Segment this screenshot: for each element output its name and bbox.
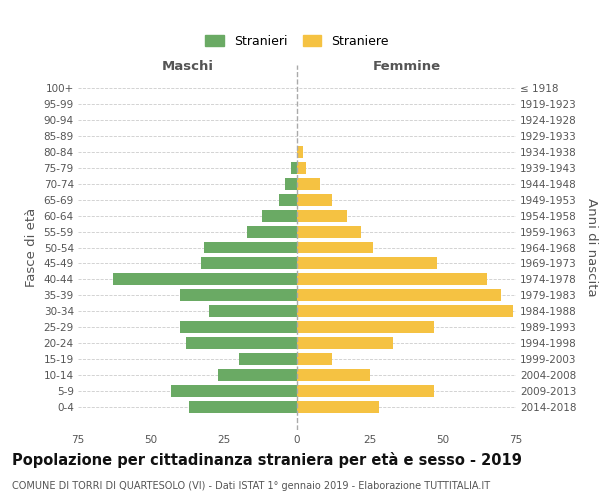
Bar	[297, 386, 434, 398]
Bar	[180, 290, 297, 302]
Bar	[209, 306, 297, 318]
Y-axis label: Anni di nascita: Anni di nascita	[585, 198, 598, 297]
Text: Popolazione per cittadinanza straniera per età e sesso - 2019: Popolazione per cittadinanza straniera p…	[12, 452, 522, 468]
Bar	[297, 370, 370, 382]
Bar	[297, 162, 306, 173]
Bar	[218, 370, 297, 382]
Bar	[291, 162, 297, 173]
Bar	[297, 354, 332, 366]
Bar	[297, 178, 320, 190]
Bar	[297, 210, 347, 222]
Bar	[297, 242, 373, 254]
Bar	[172, 386, 297, 398]
Bar	[186, 338, 297, 349]
Bar	[297, 258, 437, 270]
Text: COMUNE DI TORRI DI QUARTESOLO (VI) - Dati ISTAT 1° gennaio 2019 - Elaborazione T: COMUNE DI TORRI DI QUARTESOLO (VI) - Dat…	[12, 481, 490, 491]
Bar	[113, 274, 297, 285]
Bar	[262, 210, 297, 222]
Bar	[247, 226, 297, 237]
Bar	[297, 274, 487, 285]
Bar	[280, 194, 297, 205]
Bar	[203, 242, 297, 254]
Bar	[297, 306, 513, 318]
Y-axis label: Fasce di età: Fasce di età	[25, 208, 38, 287]
Bar	[297, 402, 379, 413]
Text: Maschi: Maschi	[161, 60, 214, 73]
Bar	[286, 178, 297, 190]
Bar	[297, 146, 303, 158]
Text: Femmine: Femmine	[373, 60, 440, 73]
Bar	[297, 338, 394, 349]
Bar	[200, 258, 297, 270]
Bar	[239, 354, 297, 366]
Bar	[180, 322, 297, 334]
Legend: Stranieri, Straniere: Stranieri, Straniere	[202, 31, 392, 52]
Bar	[297, 226, 361, 237]
Bar	[189, 402, 297, 413]
Bar	[297, 322, 434, 334]
Bar	[297, 290, 502, 302]
Bar	[297, 194, 332, 205]
